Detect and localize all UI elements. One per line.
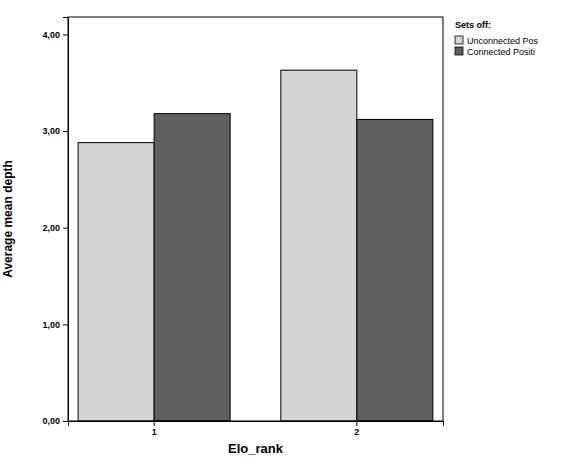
bar (78, 143, 154, 421)
x-tick: 1 (152, 421, 157, 437)
y-tick-mark (63, 131, 68, 132)
y-axis-title: Average mean depth (1, 160, 15, 278)
y-axis-line (63, 18, 69, 422)
x-axis-line (69, 422, 444, 427)
bars (78, 70, 433, 421)
legend-label: Unconnected Pos (467, 36, 539, 46)
x-tick-mark (356, 421, 357, 426)
legend-label: Connected Positi (467, 47, 535, 57)
chart: 0,001,002,003,004,0012Elo_rankAverage me… (0, 0, 584, 462)
y-tick-label: 1,00 (42, 320, 60, 330)
y-axis: 0,00 1,00 2,00 3,00 4,00 (42, 18, 68, 427)
bar (281, 70, 357, 421)
y-tick: 2,00 (42, 223, 68, 233)
bar (154, 114, 230, 421)
plot-frame (68, 17, 443, 421)
x-tick: 2 (354, 421, 359, 437)
y-tick-label: 2,00 (42, 223, 60, 233)
x-tick-label: 1 (152, 427, 157, 437)
x-tick-label: 2 (354, 427, 359, 437)
y-tick: 1,00 (42, 320, 68, 330)
y-tick-label: 4,00 (42, 30, 60, 40)
y-tick-label: 0,00 (42, 416, 60, 426)
legend-swatch (455, 47, 463, 55)
bar (357, 119, 433, 421)
y-tick: 4,00 (42, 30, 68, 40)
y-tick-mark (63, 228, 68, 229)
y-tick-mark (63, 421, 68, 422)
legend: Sets off: Unconnected PosConnected Positi (455, 20, 539, 57)
x-axis-title: Elo_rank (228, 441, 284, 456)
legend-title: Sets off: (455, 20, 491, 30)
x-tick-mark (154, 421, 155, 426)
y-tick: 0,00 (42, 416, 68, 426)
y-tick-mark (63, 34, 68, 35)
y-tick: 3,00 (42, 126, 68, 136)
legend-swatch (455, 36, 463, 44)
x-axis: 12 (69, 421, 444, 437)
y-tick-label: 3,00 (42, 126, 60, 136)
y-tick-mark (63, 324, 68, 325)
